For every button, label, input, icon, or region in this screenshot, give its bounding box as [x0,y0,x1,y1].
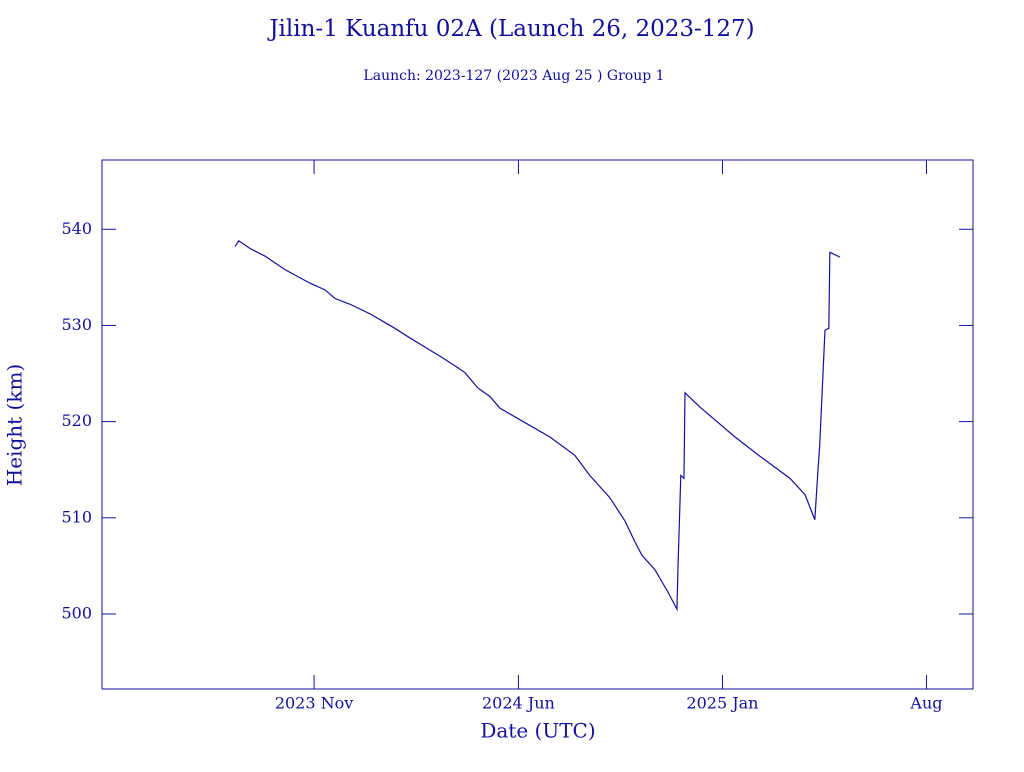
x-tick-label: Aug [909,694,942,713]
plot-frame [101,159,974,690]
x-axis-label: Date (UTC) [480,719,595,743]
y-tick-label: 500 [61,603,92,622]
chart-title: Jilin-1 Kuanfu 02A (Launch 26, 2023-127) [267,16,754,42]
y-tick-label: 530 [61,315,92,334]
x-tick-label: 2023 Nov [275,694,353,713]
x-tick-label: 2024 Jun [482,694,555,713]
y-axis-label: Height (km) [3,364,27,486]
x-tick-label: 2025 Jan [686,694,758,713]
y-tick-label: 540 [61,219,92,238]
chart-subtitle: Launch: 2023-127 (2023 Aug 25 ) Group 1 [363,68,664,84]
y-tick-label: 520 [61,411,92,430]
y-tick-label: 510 [61,507,92,526]
data-line [234,239,841,612]
